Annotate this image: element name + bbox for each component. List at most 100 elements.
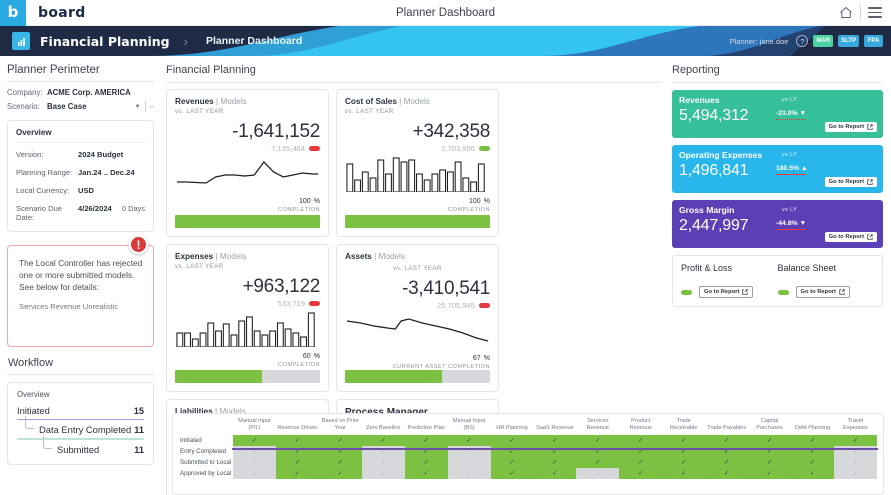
table-cell-complete[interactable]: ✓ bbox=[748, 456, 791, 468]
table-cell-incomplete[interactable]: · bbox=[576, 467, 620, 479]
status-pill-green bbox=[777, 289, 789, 295]
chevron-down-icon[interactable]: ▼ bbox=[134, 103, 141, 110]
report-tile-delta: 180.5% ▲ bbox=[776, 165, 808, 176]
table-row[interactable]: Approved by Local · ✓ ✓ · ✓ · ✓ ✓ · ✓ ✓ ✓ ✓ ✓ · bbox=[179, 467, 877, 479]
table-cell-complete[interactable]: ✓ bbox=[404, 434, 448, 446]
table-cell-complete[interactable]: ✓ bbox=[318, 456, 362, 468]
table-cell-complete[interactable]: ✓ bbox=[404, 467, 448, 479]
workflow-item-initiated[interactable]: Initiated 15 bbox=[17, 403, 144, 419]
table-cell-complete[interactable]: ✓ bbox=[748, 434, 791, 446]
table-cell-complete[interactable]: ✓ bbox=[490, 445, 534, 457]
table-cell-incomplete[interactable]: · bbox=[833, 456, 877, 468]
workflow-item-submitted[interactable]: Submitted 11 bbox=[17, 435, 144, 458]
table-cell-complete[interactable]: ✓ bbox=[233, 434, 276, 446]
table-cell-complete[interactable]: ✓ bbox=[490, 434, 534, 446]
table-cell-complete[interactable]: ✓ bbox=[275, 467, 319, 479]
table-cell-complete[interactable]: ✓ bbox=[533, 445, 577, 457]
table-cell-complete[interactable]: ✓ bbox=[705, 456, 749, 468]
table-cell-complete[interactable]: ✓ bbox=[790, 456, 834, 468]
table-cell-complete[interactable]: ✓ bbox=[318, 445, 362, 457]
table-cell-incomplete[interactable]: · bbox=[361, 445, 405, 457]
table-cell-complete[interactable]: ✓ bbox=[275, 456, 319, 468]
kpi-card-revenues[interactable]: Revenues | Models vs. LAST YEAR -1,641,1… bbox=[166, 89, 329, 237]
table-row[interactable]: Submitted to Local · ✓ ✓ · ✓ · ✓ ✓ ✓ ✓ ✓ ✓ ✓ ✓ · bbox=[179, 456, 877, 468]
board-logo[interactable]: b bbox=[0, 0, 26, 26]
bar-sparkline-chart bbox=[345, 156, 490, 192]
table-cell-complete[interactable]: ✓ bbox=[275, 434, 319, 446]
table-cell-complete[interactable]: ✓ bbox=[662, 434, 706, 446]
kpi-percent: 67 % bbox=[345, 351, 490, 363]
reporting-title: Reporting bbox=[672, 64, 720, 76]
overview-card: Overview Version: 2024 Budget Planning R… bbox=[7, 120, 154, 232]
table-cell-incomplete[interactable]: · bbox=[361, 456, 405, 468]
table-cell-complete[interactable]: ✓ bbox=[662, 445, 706, 457]
table-cell-complete[interactable]: ✓ bbox=[576, 445, 620, 457]
table-cell-incomplete[interactable]: · bbox=[447, 456, 491, 468]
table-cell-complete[interactable]: ✓ bbox=[619, 456, 663, 468]
table-cell-incomplete[interactable]: · bbox=[447, 445, 491, 457]
report-tile-gross-margin[interactable]: Gross Margin 2,447,997 vs LY -44.8% ▼ Go… bbox=[672, 200, 883, 248]
table-cell-complete[interactable]: ✓ bbox=[490, 467, 534, 479]
go-to-report-button[interactable]: Go to Report bbox=[699, 286, 754, 298]
ellipsis-icon[interactable]: – bbox=[149, 102, 154, 111]
go-to-report-button[interactable]: Go to Report bbox=[824, 122, 877, 132]
table-cell-incomplete[interactable]: · bbox=[233, 445, 276, 457]
workflow-item-label: Data Entry Completed bbox=[39, 424, 132, 436]
table-cell-complete[interactable]: ✓ bbox=[705, 467, 749, 479]
table-cell-incomplete[interactable]: · bbox=[233, 467, 276, 479]
table-cell-incomplete[interactable]: · bbox=[233, 456, 276, 468]
table-cell-incomplete[interactable]: · bbox=[833, 467, 877, 479]
table-cell-complete[interactable]: ✓ bbox=[576, 456, 620, 468]
table-cell-complete[interactable]: ✓ bbox=[662, 456, 706, 468]
table-cell-complete[interactable]: ✓ bbox=[404, 456, 448, 468]
table-cell-complete[interactable]: ✓ bbox=[275, 445, 319, 457]
breadcrumb[interactable]: Planner Dashboard bbox=[205, 35, 303, 47]
table-cell-complete[interactable]: ✓ bbox=[790, 467, 834, 479]
table-cell-incomplete[interactable]: · bbox=[361, 467, 405, 479]
table-cell-complete[interactable]: ✓ bbox=[318, 467, 362, 479]
table-cell-complete[interactable]: ✓ bbox=[447, 434, 491, 446]
table-row[interactable]: Entry Completed · ✓ ✓ · ✓ · ✓ ✓ ✓ ✓ ✓ ✓ ✓ ✓ · bbox=[179, 445, 877, 457]
table-cell-complete[interactable]: ✓ bbox=[533, 434, 577, 446]
report-tile-revenues[interactable]: Revenues 5,494,312 vs LY -23.0% ▼ Go to … bbox=[672, 90, 883, 138]
scenario-row[interactable]: Scenario: Base Case ▼ – bbox=[7, 101, 154, 112]
scenario-select[interactable]: Base Case ▼ bbox=[47, 102, 141, 111]
table-cell-complete[interactable]: ✓ bbox=[533, 456, 577, 468]
badge-fpa[interactable]: FPA bbox=[864, 35, 883, 47]
go-to-report-button[interactable]: Go to Report bbox=[824, 232, 877, 242]
scenario-value: Base Case bbox=[47, 102, 87, 111]
table-cell-complete[interactable]: ✓ bbox=[790, 445, 834, 457]
badge-sltp[interactable]: SLTP bbox=[838, 35, 859, 47]
table-cell-complete[interactable]: ✓ bbox=[705, 445, 749, 457]
report-tile-operating-expenses[interactable]: Operating Expenses 1,496,841 vs LY 180.5… bbox=[672, 145, 883, 193]
go-to-report-button[interactable]: Go to Report bbox=[824, 177, 877, 187]
home-icon[interactable] bbox=[839, 6, 853, 19]
table-cell-complete[interactable]: ✓ bbox=[619, 434, 663, 446]
kpi-card-expenses[interactable]: Expenses | Models vs. LAST YEAR +963,122… bbox=[166, 244, 329, 392]
question-mark-icon[interactable]: ? bbox=[796, 35, 809, 47]
table-cell-complete[interactable]: ✓ bbox=[833, 434, 877, 446]
table-cell-complete[interactable]: ✓ bbox=[361, 434, 405, 446]
table-cell-complete[interactable]: ✓ bbox=[790, 434, 834, 446]
table-cell-complete[interactable]: ✓ bbox=[619, 445, 663, 457]
table-cell-incomplete[interactable]: · bbox=[447, 467, 491, 479]
table-row[interactable]: Initiated ✓ ✓ ✓ ✓ ✓ ✓ ✓ ✓ ✓ ✓ ✓ ✓ ✓ ✓ ✓ bbox=[179, 434, 877, 446]
table-cell-complete[interactable]: ✓ bbox=[533, 467, 577, 479]
table-cell-complete[interactable]: ✓ bbox=[705, 434, 749, 446]
kpi-card-cost-of-sales[interactable]: Cost of Sales | Models vs. LAST YEAR +34… bbox=[336, 89, 499, 237]
table-cell-incomplete[interactable]: · bbox=[833, 445, 877, 457]
table-cell-complete[interactable]: ✓ bbox=[490, 456, 534, 468]
table-cell-complete[interactable]: ✓ bbox=[748, 445, 791, 457]
hamburger-menu-icon[interactable] bbox=[868, 7, 882, 18]
kpi-card-assets[interactable]: Assets | Models vs. LAST YEAR -3,410,541… bbox=[336, 244, 499, 392]
go-to-report-button[interactable]: Go to Report bbox=[795, 286, 850, 298]
table-cell-complete[interactable]: ✓ bbox=[318, 434, 362, 446]
status-pill-red bbox=[479, 303, 490, 308]
table-cell-complete[interactable]: ✓ bbox=[662, 467, 706, 479]
table-cell-complete[interactable]: ✓ bbox=[748, 467, 791, 479]
table-cell-complete[interactable]: ✓ bbox=[404, 445, 448, 457]
table-cell-complete[interactable]: ✓ bbox=[619, 467, 663, 479]
badge-mar[interactable]: MAR bbox=[813, 35, 834, 47]
workflow-item-data-entry-completed[interactable]: Data Entry Completed 11 bbox=[17, 416, 144, 438]
table-cell-complete[interactable]: ✓ bbox=[576, 434, 620, 446]
